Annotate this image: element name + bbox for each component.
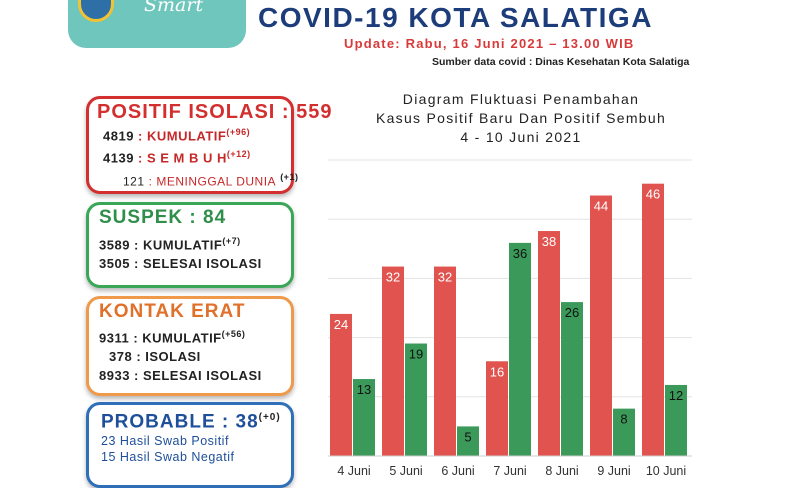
probable-swab-positif: 23 Hasil Swab Positif: [101, 434, 229, 449]
kontak-kumulatif-row: 9311 : KUMULATIF(+56): [99, 325, 285, 347]
bar: [486, 361, 508, 456]
x-tick-label: 9 Juni: [597, 464, 630, 478]
kontak-erat-card: KONTAK ERAT 9311 : KUMULATIF(+56) 378 : …: [86, 296, 294, 396]
kontak-isolasi-label: : ISOLASI: [136, 349, 201, 365]
bar: [353, 379, 375, 456]
positif-sembuh-number: 4139: [103, 150, 134, 166]
bar: [457, 426, 479, 456]
data-label: 13: [357, 382, 371, 397]
data-label: 19: [409, 347, 423, 362]
kontak-selesai-number: 8933: [99, 368, 130, 384]
x-tick-label: 5 Juni: [389, 464, 422, 478]
positif-meninggal-row: 121 : MENINGGAL DUNIA (+1): [97, 168, 298, 191]
suspek-heading: SUSPEK : 84: [99, 207, 227, 228]
positif-meninggal-number: 121: [123, 173, 145, 188]
data-label: 16: [490, 364, 504, 379]
data-source: Sumber data covid : Dinas Kesehatan Kota…: [432, 56, 690, 68]
suspek-kumulatif-row: 3589 : KUMULATIF(+7): [99, 232, 285, 254]
bar: [382, 266, 404, 456]
data-label: 8: [620, 412, 627, 427]
logo-word: Smart: [144, 0, 204, 16]
data-label: 24: [334, 317, 348, 332]
kontak-isolasi-row: 378 : ISOLASI: [99, 347, 285, 366]
positif-kumulatif-delta: (+96): [226, 127, 251, 137]
data-label: 32: [386, 270, 400, 285]
positif-sembuh-label: : S E M B U H: [138, 150, 227, 166]
chart-title-line-2: Kasus Positif Baru Dan Positif Sembuh: [375, 110, 667, 126]
suspek-card: SUSPEK : 84 3589 : KUMULATIF(+7) 3505 : …: [86, 202, 294, 288]
kontak-kumulatif-label: : KUMULATIF: [133, 330, 222, 346]
data-label: 38: [542, 234, 556, 249]
update-timestamp: Update: Rabu, 16 Juni 2021 – 13.00 WIB: [344, 36, 635, 51]
x-tick-label: 6 Juni: [441, 464, 474, 478]
x-tick-label: 7 Juni: [493, 464, 526, 478]
bar: [434, 266, 456, 456]
data-label: 36: [513, 246, 527, 261]
suspek-kumulatif-delta: (+7): [222, 236, 241, 246]
data-label: 44: [594, 199, 608, 214]
bar: [613, 408, 635, 456]
suspek-selesai-row: 3505 : SELESAI ISOLASI: [99, 254, 285, 273]
bar: [538, 231, 560, 456]
suspek-selesai-label: : SELESAI ISOLASI: [134, 256, 262, 272]
bar: [509, 242, 531, 456]
city-emblem-icon: [78, 0, 114, 22]
data-label: 32: [438, 270, 452, 285]
data-label: 26: [565, 305, 579, 320]
kontak-selesai-row: 8933 : SELESAI ISOLASI: [99, 366, 285, 385]
suspek-selesai-number: 3505: [99, 256, 130, 272]
positif-isolasi-card: POSITIF ISOLASI : 559 4819 : KUMULATIF(+…: [86, 96, 333, 194]
data-label: 5: [464, 429, 471, 444]
positif-meninggal-delta: (+1): [280, 171, 299, 182]
probable-delta: (+0): [258, 412, 281, 423]
x-tick-label: 10 Juni: [646, 464, 686, 478]
suspek-kumulatif-number: 3589: [99, 237, 130, 253]
page-title: COVID-19 KOTA SALATIGA: [258, 2, 653, 33]
probable-swab-negatif: 15 Hasil Swab Negatif: [101, 450, 235, 465]
data-label: 12: [669, 388, 683, 403]
bar: [561, 302, 583, 456]
positif-kumulatif-label: : KUMULATIF: [138, 128, 227, 144]
bar: [665, 384, 687, 456]
probable-heading: PROBABLE : 38(+0): [101, 407, 285, 433]
chart-title-line-1: Diagram Fluktuasi Penambahan: [402, 91, 640, 107]
bar: [642, 183, 664, 456]
positif-sembuh-delta: (+12): [226, 149, 251, 160]
bar: [590, 195, 612, 456]
positif-kumulatif-row: 4819 : KUMULATIF(+96): [97, 123, 285, 145]
kontak-erat-heading: KONTAK ERAT: [99, 301, 246, 322]
probable-heading-text: PROBABLE : 38: [101, 411, 259, 433]
kontak-isolasi-number: 378: [109, 349, 133, 365]
x-tick-label: 8 Juni: [545, 464, 578, 478]
logo-banner: Smart: [68, 0, 246, 48]
kontak-kumulatif-delta: (+56): [221, 329, 246, 339]
bar: [330, 313, 352, 456]
kontak-kumulatif-number: 9311: [99, 330, 130, 346]
positif-meninggal-label: : MENINGGAL DUNIA: [148, 173, 277, 188]
positif-sembuh-row: 4139 : S E M B U H(+12): [97, 145, 285, 167]
bar: [405, 343, 427, 456]
kontak-selesai-label: : SELESAI ISOLASI: [134, 368, 262, 384]
positif-isolasi-heading: POSITIF ISOLASI : 559: [97, 101, 333, 123]
data-label: 46: [646, 187, 660, 202]
positif-kumulatif-number: 4819: [103, 128, 134, 144]
suspek-kumulatif-label: : KUMULATIF: [134, 237, 223, 253]
x-tick-label: 4 Juni: [337, 464, 370, 478]
chart-title-line-3: 4 - 10 Juni 2021: [460, 129, 582, 145]
